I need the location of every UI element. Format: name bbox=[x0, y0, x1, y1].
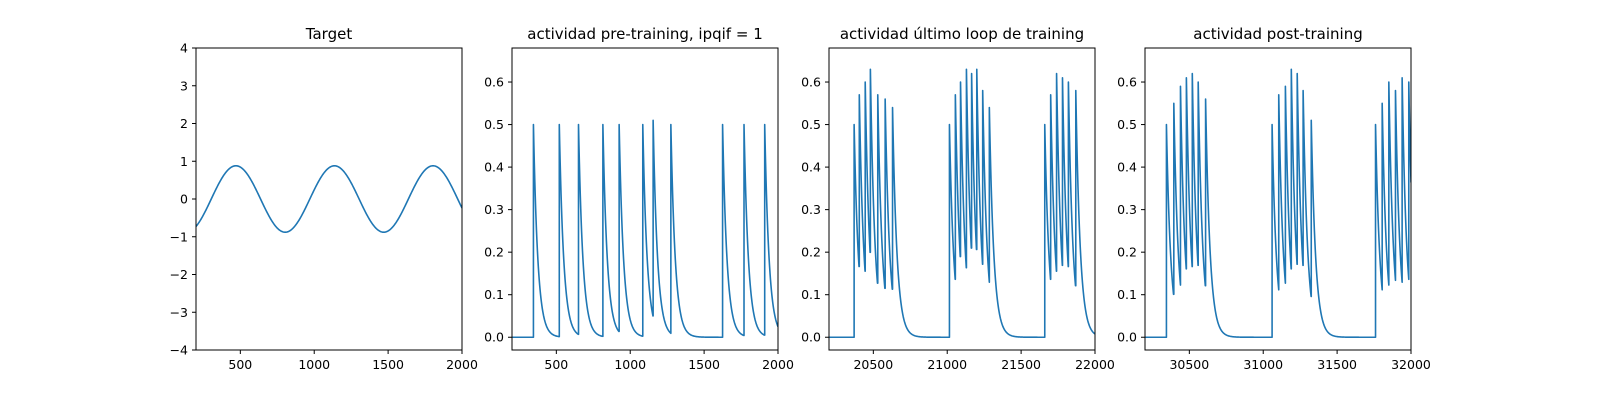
y-tick-label: 0.3 bbox=[484, 202, 504, 217]
y-tick-label: 4 bbox=[180, 41, 188, 56]
x-tick-label: 1000 bbox=[614, 357, 646, 372]
x-tick-label: 500 bbox=[228, 357, 252, 372]
series-line bbox=[512, 119, 778, 339]
chart-title: actividad pre-training, ipqif = 1 bbox=[527, 25, 763, 43]
y-tick-label: 3 bbox=[180, 78, 188, 93]
x-tick-label: 30500 bbox=[1169, 357, 1209, 372]
series-line bbox=[829, 68, 1095, 339]
x-tick-label: 21000 bbox=[927, 357, 967, 372]
subplot-pre-training: 500 1000 1500 2000 0.0 0.1 0.2 0.3 0.4 0.5 0.6 acti… bbox=[484, 25, 794, 372]
x-tick-label: 22000 bbox=[1075, 357, 1115, 372]
subplot-target: 500 1000 1500 2000 −4 −3 −2 −1 0 1 2 3 4 Target bbox=[170, 25, 478, 372]
chart-title: Target bbox=[305, 25, 353, 43]
x-tick-label: 32000 bbox=[1391, 357, 1431, 372]
x-tick-label: 1500 bbox=[372, 357, 404, 372]
x-tick-label: 1500 bbox=[688, 357, 720, 372]
y-tick-label: 0.1 bbox=[801, 287, 821, 302]
series-line bbox=[1145, 68, 1411, 339]
y-tick-label: 2 bbox=[180, 116, 188, 131]
axes-frame bbox=[195, 47, 463, 351]
subplot-post-training: 30500 31000 31500 32000 0.0 0.1 0.2 0.3 0.4 0.5 0.… bbox=[1117, 25, 1431, 372]
x-tick-label: 20500 bbox=[853, 357, 893, 372]
x-tick-label: 31500 bbox=[1317, 357, 1357, 372]
y-tick-label: 0.0 bbox=[484, 330, 504, 345]
y-tick-label: 0.4 bbox=[1117, 160, 1137, 175]
y-tick-label: 0.0 bbox=[1117, 330, 1137, 345]
y-tick-label: 0.3 bbox=[801, 202, 821, 217]
axes-frame bbox=[828, 47, 1096, 351]
y-tick-label: −2 bbox=[170, 267, 188, 282]
x-tick-label: 1000 bbox=[298, 357, 330, 372]
y-tick-label: 0.4 bbox=[801, 160, 821, 175]
y-tick-label: 0 bbox=[180, 192, 188, 207]
y-tick-label: 0.2 bbox=[1117, 245, 1137, 260]
y-tick-label: 0.2 bbox=[484, 245, 504, 260]
y-tick-label: 0.1 bbox=[1117, 287, 1137, 302]
chart-title: actividad post-training bbox=[1193, 25, 1362, 43]
axes-frame bbox=[511, 47, 779, 351]
y-tick-label: 0.4 bbox=[484, 160, 504, 175]
x-tick-label: 31000 bbox=[1243, 357, 1283, 372]
y-tick-label: 0.6 bbox=[1117, 75, 1137, 90]
x-tick-label: 2000 bbox=[446, 357, 478, 372]
subplot-last-training-loop: 20500 21000 21500 22000 0.0 0.1 0.2 0.3 0.4 0.5 0.… bbox=[801, 25, 1115, 372]
chart-title: actividad último loop de training bbox=[840, 25, 1084, 43]
y-tick-label: 0.3 bbox=[1117, 202, 1137, 217]
y-tick-label: −3 bbox=[170, 305, 188, 320]
y-tick-label: 0.0 bbox=[801, 330, 821, 345]
y-tick-label: 0.6 bbox=[484, 75, 504, 90]
y-tick-label: 0.2 bbox=[801, 245, 821, 260]
y-tick-label: 0.5 bbox=[801, 117, 821, 132]
y-tick-label: 0.6 bbox=[801, 75, 821, 90]
y-tick-label: −4 bbox=[170, 343, 188, 358]
series-line bbox=[196, 164, 462, 234]
y-tick-label: 1 bbox=[180, 154, 188, 169]
y-tick-label: 0.5 bbox=[1117, 117, 1137, 132]
y-tick-label: 0.1 bbox=[484, 287, 504, 302]
y-tick-label: −1 bbox=[170, 229, 188, 244]
x-tick-label: 500 bbox=[544, 357, 568, 372]
axes-frame bbox=[1144, 47, 1412, 351]
x-tick-label: 21500 bbox=[1001, 357, 1041, 372]
x-tick-label: 2000 bbox=[762, 357, 794, 372]
y-tick-label: 0.5 bbox=[484, 117, 504, 132]
